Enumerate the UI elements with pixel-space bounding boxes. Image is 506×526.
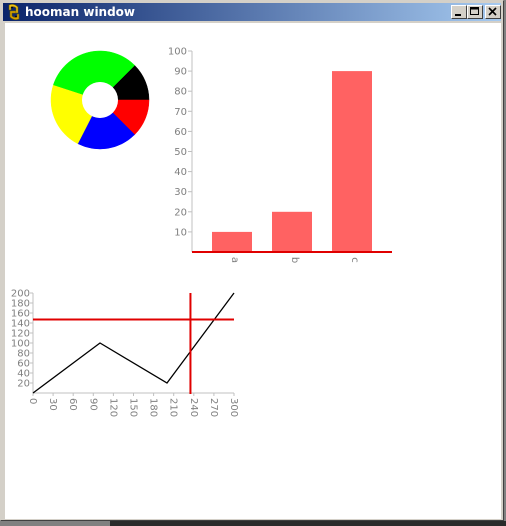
- bar-y-tick-label: 30: [174, 187, 187, 198]
- line-x-tick-label: 90: [87, 398, 98, 411]
- line-x-tick-label: 30: [47, 398, 58, 411]
- bar-y-tick-label: 60: [174, 127, 187, 138]
- bar-y-tick-label: 100: [168, 47, 187, 58]
- bar-b: [272, 211, 312, 252]
- line-y-tick-label: 80: [17, 349, 30, 360]
- bar-y-tick-label: 70: [174, 107, 187, 118]
- donut-chart: [50, 50, 150, 150]
- donut-hole: [82, 82, 118, 118]
- line-x-tick-label: 210: [168, 398, 179, 417]
- line-y-tick-label: 40: [17, 369, 30, 380]
- bar-y-tick-label: 90: [174, 67, 187, 78]
- line-x-tick-label: 180: [148, 398, 159, 417]
- line-y-tick-label: 180: [11, 299, 30, 310]
- bar-c: [332, 71, 372, 252]
- line-x-tick-label: 60: [67, 398, 78, 411]
- window-title: hooman window: [25, 5, 136, 19]
- line-x-tick-label: 0: [27, 398, 38, 404]
- line-y-tick-label: 20: [17, 379, 30, 390]
- close-button[interactable]: [485, 5, 501, 19]
- line-y-tick-label: 140: [11, 319, 30, 330]
- line-x-tick-label: 240: [188, 398, 199, 417]
- bar-x-tick-label: b: [289, 257, 300, 263]
- python-icon: [8, 4, 20, 20]
- bar-x-tick-label: a: [229, 257, 240, 263]
- line-y-tick-label: 60: [17, 359, 30, 370]
- bar-y-tick-label: 20: [174, 207, 187, 218]
- maximize-icon: [470, 7, 479, 15]
- line-y-tick-label: 120: [11, 329, 30, 340]
- bar-y-tick-label: 40: [174, 167, 187, 178]
- line-y-tick-label: 100: [11, 339, 30, 350]
- line-x-tick-label: 300: [228, 398, 239, 417]
- bar-x-tick-label: c: [349, 257, 360, 263]
- line-y-tick-label: 200: [11, 289, 30, 300]
- line-x-tick-label: 150: [128, 398, 139, 417]
- bar-y-tick-label: 10: [174, 227, 187, 238]
- minimize-button[interactable]: [451, 5, 467, 19]
- background-strip: [110, 521, 506, 526]
- line-x-tick-label: 120: [107, 398, 118, 417]
- bar-y-tick-label: 80: [174, 87, 187, 98]
- line-y-tick-label: 160: [11, 309, 30, 320]
- title-bar[interactable]: hooman window: [3, 3, 501, 21]
- bar-chart: 10 20 30 40 50 60 70 80 90 100 a b c: [168, 47, 392, 263]
- maximize-button[interactable]: [467, 5, 483, 19]
- bar-y-tick-label: 50: [174, 147, 187, 158]
- line-series: [32, 292, 235, 394]
- bar-a: [212, 231, 252, 252]
- line-x-tick-label: 270: [208, 398, 219, 417]
- minimize-icon: [455, 14, 461, 16]
- close-icon: [488, 7, 497, 16]
